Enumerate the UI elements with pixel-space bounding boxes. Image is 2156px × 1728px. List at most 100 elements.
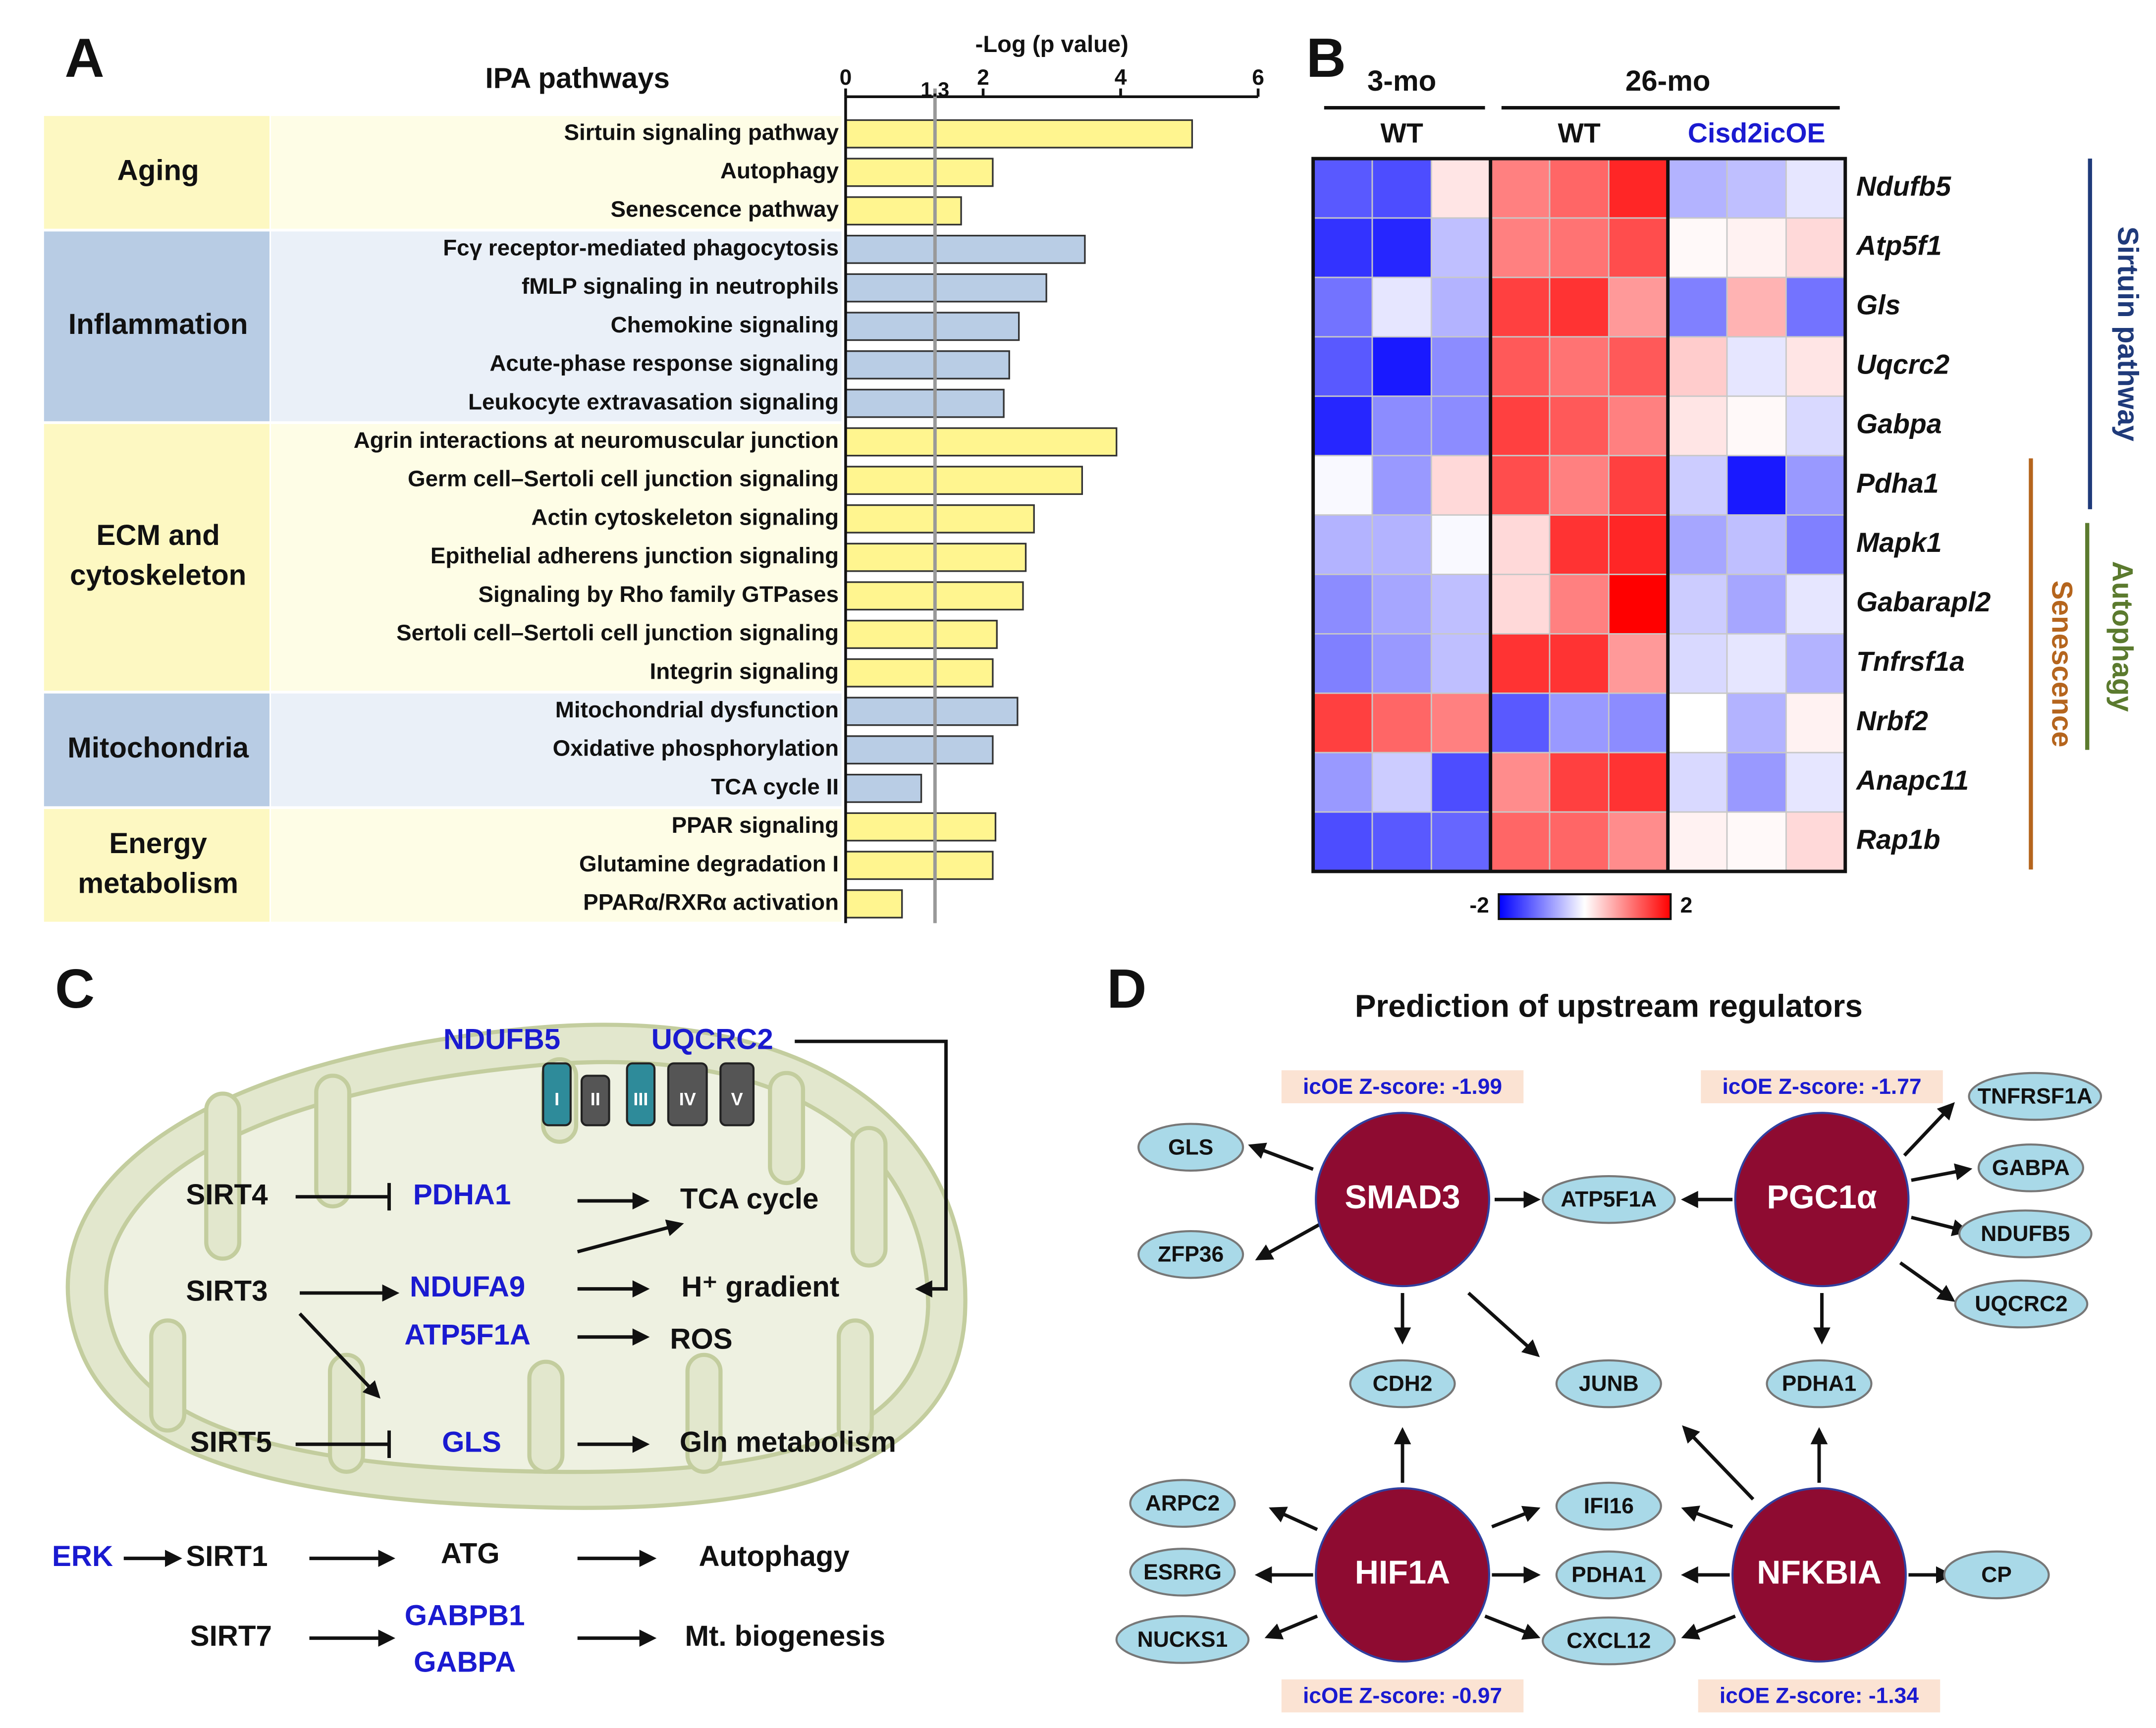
score-label: icOE Z-score: -1.99: [1303, 1075, 1502, 1099]
target-node: [1555, 1481, 1662, 1531]
x-tick-label: 0: [840, 65, 852, 90]
heatmap-cell: [1312, 217, 1373, 278]
heatmap-cell: [1490, 514, 1551, 575]
heatmap-cell: [1430, 336, 1492, 397]
category-label: Mitochondrial dysfunction: [555, 697, 839, 722]
bar: [845, 158, 994, 187]
arrow: [1911, 1215, 1970, 1237]
heatmap-cell: [1312, 692, 1373, 754]
heatmap-cell: [1785, 276, 1846, 338]
regulator-node: [1315, 1112, 1490, 1288]
diagram-title: Prediction of upstream regulators: [1355, 988, 1863, 1024]
target-node: [1129, 1479, 1236, 1528]
pathway-node: GABPA: [414, 1646, 516, 1678]
category-label: PPAR signaling: [672, 812, 839, 838]
heatmap-cell: [1608, 692, 1669, 754]
bar: [845, 812, 997, 842]
heatmap-cell: [1726, 336, 1787, 397]
x-tick-label: 4: [1115, 65, 1127, 90]
heatmap-cell: [1430, 811, 1492, 872]
target-node: [1954, 1279, 2089, 1329]
axis-label: -Log (p value): [975, 31, 1129, 57]
heatmap-cell: [1608, 752, 1669, 813]
heatmap-cell: [1312, 158, 1373, 219]
heatmap-cell: [1549, 811, 1610, 872]
regulator-node: [1731, 1487, 1907, 1663]
genotype-label: Cisd2icOE: [1688, 118, 1826, 149]
heatmap-cell: [1726, 574, 1787, 635]
x-tick-label: 6: [1252, 65, 1264, 90]
heatmap-cell: [1785, 158, 1846, 219]
target-label: IFI16: [1584, 1494, 1634, 1518]
heatmap-cell: [1785, 574, 1846, 635]
regulator-label: SMAD3: [1345, 1179, 1460, 1216]
target-label: ESRRG: [1143, 1560, 1222, 1584]
target-label: TNFRSF1A: [1978, 1084, 2093, 1109]
target-node: [1968, 1072, 2102, 1121]
heatmap-cell: [1312, 633, 1373, 694]
arrow: [1681, 1614, 1736, 1640]
arrow: [1682, 1425, 1755, 1501]
row-label: Gls: [1856, 290, 1900, 321]
bar: [845, 504, 1035, 534]
heatmap-cell: [1667, 217, 1728, 278]
pathway-node: GABPB1: [405, 1599, 525, 1631]
heatmap-cell: [1667, 811, 1728, 872]
row-label: Gabarapl2: [1856, 587, 1991, 617]
pathway-label: Senescence: [2046, 581, 2078, 748]
target-label: GLS: [1168, 1135, 1213, 1159]
heatmap-cell: [1430, 158, 1492, 219]
heatmap-cell: [1785, 633, 1846, 694]
complex: [719, 1062, 755, 1127]
target-label: NDUFB5: [1981, 1222, 2070, 1246]
pathway-node: SIRT1: [186, 1540, 268, 1572]
row-label: Tnfrsf1a: [1856, 646, 1965, 677]
category-label: PPARα/RXRα activation: [583, 890, 839, 915]
bar: [845, 427, 1118, 457]
heatmap-cell: [1785, 752, 1846, 813]
target-node: [1349, 1359, 1456, 1408]
target-label: GABPA: [1992, 1156, 2070, 1180]
category-label: Epithelial adherens junction signaling: [431, 543, 839, 568]
heatmap-cell: [1371, 811, 1432, 872]
target-label: UQCRC2: [1975, 1292, 2067, 1316]
score-box: [1701, 1070, 1943, 1103]
heatmap-cell: [1490, 633, 1551, 694]
heatmap-cell: [1430, 692, 1492, 754]
group-label: metabolism: [78, 867, 238, 899]
heatmap-cell: [1549, 455, 1610, 516]
category-label: Sirtuin signaling pathway: [564, 119, 839, 145]
heatmap-cell: [1490, 574, 1551, 635]
complex-label: I: [554, 1089, 559, 1109]
heatmap-cell: [1726, 455, 1787, 516]
pathway-node: Autophagy: [699, 1540, 850, 1572]
heatmap-cell: [1726, 692, 1787, 754]
heatmap-cell: [1490, 752, 1551, 813]
colorbar-label: 2: [1680, 893, 1693, 918]
bar: [845, 620, 998, 649]
heatmap-cell: [1785, 217, 1846, 278]
heatmap-cell: [1371, 752, 1432, 813]
category-label: Actin cytoskeleton signaling: [531, 504, 839, 530]
heatmap-cell: [1667, 752, 1728, 813]
pathway-node: H⁺ gradient: [681, 1271, 839, 1303]
heatmap-cell: [1549, 574, 1610, 635]
heatmap-cell: [1549, 395, 1610, 457]
heatmap-cell: [1667, 574, 1728, 635]
row-label: Pdha1: [1856, 468, 1939, 498]
heatmap-cell: [1312, 395, 1373, 457]
x-tick-label: 2: [977, 65, 989, 90]
category-label: Acute-phase response signaling: [489, 351, 839, 376]
chart-title: IPA pathways: [485, 62, 670, 94]
heatmap-cell: [1430, 752, 1492, 813]
heatmap-cell: [1371, 633, 1432, 694]
pathway-node: SIRT7: [190, 1620, 272, 1652]
category-label: Oxidative phosphorylation: [553, 736, 839, 761]
heatmap-cell: [1371, 395, 1432, 457]
bar: [845, 735, 994, 765]
arrow: [1269, 1507, 1318, 1531]
heatmap-cell: [1785, 811, 1846, 872]
pathway-node: ATP5F1A: [404, 1319, 531, 1351]
heatmap-cell: [1312, 752, 1373, 813]
target-label: CXCL12: [1566, 1629, 1651, 1653]
